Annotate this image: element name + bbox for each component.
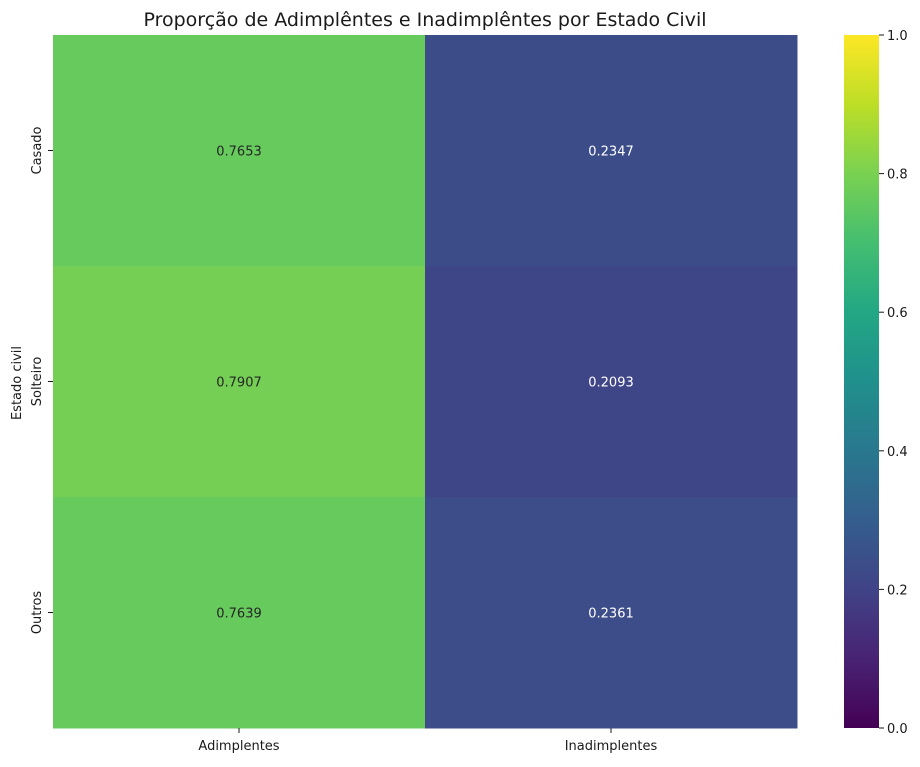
x-tick-label: Inadimplentes — [565, 739, 658, 754]
heatmap-cell — [425, 35, 798, 267]
cell-value-label: 0.7639 — [216, 607, 262, 622]
colorbar-tick-label: 0.0 — [887, 722, 908, 737]
y-ticks: Casado Solteiro Outros — [30, 126, 53, 634]
heatmap-cells: 0.7653 0.2347 0.7907 0.2093 0.7639 0.2361 — [53, 35, 798, 729]
heatmap-cell — [53, 266, 426, 498]
heatmap-cell — [425, 497, 798, 729]
heatmap-cell — [53, 35, 426, 267]
x-ticks: Adimplentes Inadimplentes — [198, 728, 657, 754]
y-tick-label: Outros — [30, 591, 45, 635]
colorbar-bar — [844, 35, 879, 728]
heatmap-cell — [53, 497, 426, 729]
heatmap-cell — [425, 266, 798, 498]
cell-value-label: 0.2347 — [588, 145, 634, 160]
y-axis-label: Estado civil — [10, 346, 25, 420]
colorbar-tick-label: 0.8 — [887, 168, 908, 183]
x-tick-label: Adimplentes — [198, 739, 279, 754]
cell-value-label: 0.7653 — [216, 145, 262, 160]
colorbar: 0.0 0.2 0.4 0.6 0.8 1.0 — [844, 29, 908, 737]
colorbar-tick-label: 1.0 — [887, 29, 908, 44]
colorbar-tick-label: 0.4 — [887, 445, 908, 460]
colorbar-tick-label: 0.2 — [887, 583, 908, 598]
chart-title: Proporção de Adimplêntes e Inadimplêntes… — [143, 9, 706, 31]
cell-value-label: 0.2093 — [588, 376, 634, 391]
y-tick-label: Casado — [30, 126, 45, 174]
cell-value-label: 0.2361 — [588, 607, 634, 622]
cell-value-label: 0.7907 — [216, 376, 262, 391]
colorbar-tick-label: 0.6 — [887, 306, 908, 321]
y-tick-label: Solteiro — [30, 357, 45, 407]
